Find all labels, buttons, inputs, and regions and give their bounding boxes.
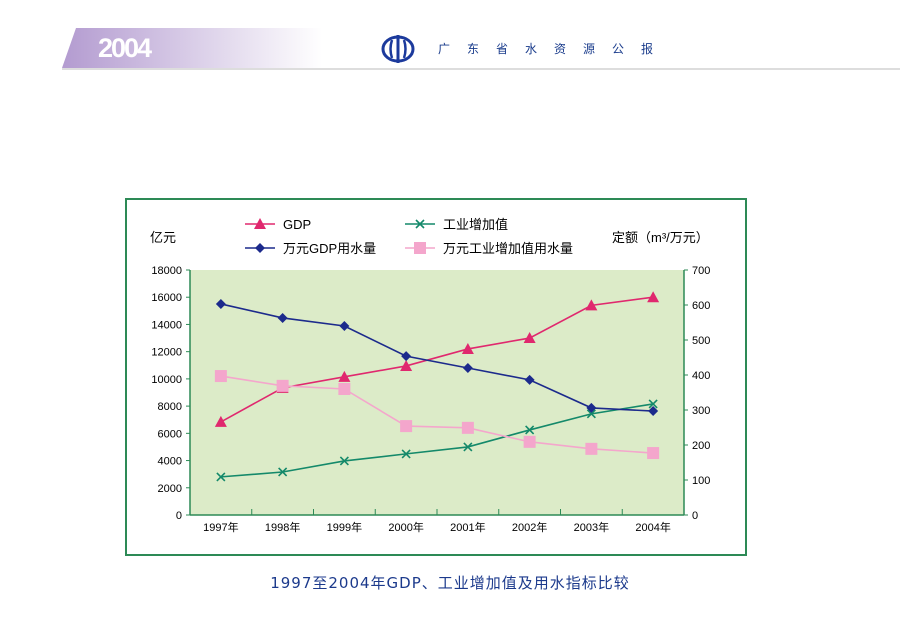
legend-label-0: GDP [283, 217, 311, 232]
left-tick-label: 2000 [158, 483, 182, 495]
left-tick-label: 0 [176, 510, 182, 522]
left-tick-label: 16000 [151, 292, 182, 304]
right-tick-label: 300 [692, 405, 710, 417]
left-tick-label: 12000 [151, 347, 182, 359]
series-line-2 [220, 303, 654, 412]
right-tick-label: 400 [692, 370, 710, 382]
left-tick-label: 10000 [151, 374, 182, 386]
publication-title: 广东省水资源公报 [438, 42, 671, 56]
x-tick-label: 2004年 [635, 520, 670, 534]
data-point-0-2 [338, 370, 351, 382]
legend-label-3: 万元工业增加值用水量 [443, 241, 573, 256]
water-logo-icon [381, 35, 415, 63]
right-tick-label: 700 [692, 265, 710, 277]
data-point-3-5 [523, 435, 536, 448]
left-tick-label: 18000 [151, 265, 182, 277]
data-point-1-2 [339, 456, 349, 466]
data-point-1-3 [401, 449, 411, 459]
series-line-3 [220, 375, 654, 454]
x-tick-label: 2002年 [512, 520, 547, 534]
legend-label-1: 工业增加值 [443, 217, 508, 232]
plot-area [190, 270, 684, 515]
legend-marker-2 [255, 243, 265, 253]
data-point-3-4 [461, 421, 474, 434]
report-year: 2004 [98, 33, 152, 63]
header-banner [62, 28, 322, 68]
data-point-0-6 [585, 299, 598, 311]
x-tick-label: 1997年 [203, 520, 238, 534]
data-point-0-5 [523, 332, 536, 344]
left-tick-label: 14000 [151, 319, 182, 331]
data-point-1-1 [278, 467, 288, 477]
x-tick-label: 2003年 [574, 520, 609, 534]
legend-label-2: 万元GDP用水量 [283, 241, 376, 256]
data-point-3-3 [400, 420, 413, 433]
data-point-0-0 [214, 415, 227, 427]
data-point-2-0 [215, 298, 226, 309]
header-divider [62, 68, 900, 70]
x-tick-label: 1998年 [265, 520, 300, 534]
legend-marker-3 [414, 242, 426, 254]
legend-marker-0 [254, 218, 266, 229]
data-point-1-7 [648, 399, 658, 409]
series-line-1 [220, 403, 654, 478]
data-point-2-6 [586, 402, 597, 413]
right-tick-label: 500 [692, 335, 710, 347]
data-point-2-2 [339, 321, 350, 331]
data-point-0-4 [461, 342, 474, 354]
left-tick-label: 8000 [158, 401, 182, 413]
data-point-3-2 [338, 383, 351, 395]
right-tick-label: 100 [692, 475, 710, 487]
data-point-3-1 [276, 379, 289, 392]
data-point-0-7 [647, 291, 660, 303]
chart-caption: 1997至2004年GDP、工业增加值及用水指标比较 [270, 574, 630, 592]
data-point-0-3 [400, 359, 413, 371]
data-point-3-0 [214, 370, 227, 383]
right-tick-label: 600 [692, 300, 710, 312]
chart-frame [125, 198, 747, 556]
data-point-2-7 [648, 406, 659, 417]
data-point-1-4 [463, 442, 473, 452]
x-tick-label: 2001年 [450, 520, 485, 534]
x-tick-label: 1999年 [327, 520, 362, 534]
x-tick-label: 2000年 [388, 520, 423, 534]
right-tick-label: 0 [692, 510, 698, 522]
data-point-2-4 [462, 363, 473, 373]
data-point-3-6 [585, 442, 598, 455]
legend-marker-1 [415, 219, 425, 229]
data-point-1-5 [525, 425, 535, 435]
left-tick-label: 6000 [158, 428, 182, 440]
data-point-2-3 [401, 351, 412, 362]
right-tick-label: 200 [692, 440, 710, 452]
data-point-1-0 [216, 472, 226, 482]
left-tick-label: 4000 [158, 456, 182, 468]
data-point-2-1 [277, 312, 288, 323]
data-point-2-5 [524, 374, 535, 385]
right-axis-label: 定额（m³/万元） [612, 230, 709, 245]
left-axis-label: 亿元 [150, 230, 176, 245]
data-point-3-7 [647, 447, 660, 460]
data-point-1-6 [586, 409, 596, 419]
